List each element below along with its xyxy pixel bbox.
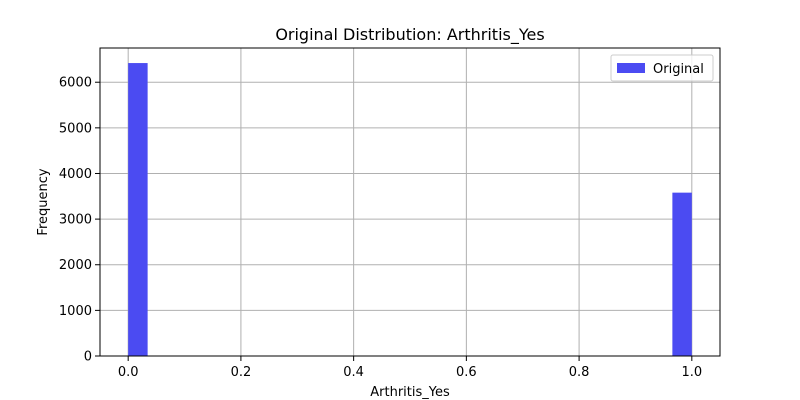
y-tick-label: 0 bbox=[84, 350, 92, 365]
x-tick-label: 0.0 bbox=[118, 365, 139, 380]
y-tick-label: 6000 bbox=[59, 76, 92, 91]
y-axis-label: Frequency bbox=[36, 168, 51, 235]
y-tick-label: 4000 bbox=[59, 167, 92, 182]
x-tick-label: 0.2 bbox=[231, 365, 252, 380]
y-tick-label: 3000 bbox=[59, 213, 92, 228]
bars-layer bbox=[128, 63, 692, 357]
legend: Original bbox=[610, 54, 714, 82]
x-axis-label: Arthritis_Yes bbox=[370, 385, 450, 400]
x-tick-label: 0.4 bbox=[343, 365, 364, 380]
chart-title: Original Distribution: Arthritis_Yes bbox=[275, 25, 544, 45]
plot-area-frame bbox=[99, 47, 721, 357]
grid-layer bbox=[100, 48, 720, 357]
ticks-layer: 0.0 0.2 0.4 0.6 0.8 1.0 0 1000 2000 3000 4000 5000 6… bbox=[59, 76, 702, 380]
y-tick-label: 5000 bbox=[59, 121, 92, 136]
histogram-bar bbox=[672, 192, 692, 356]
legend-swatch-original bbox=[617, 63, 645, 73]
legend-label-original: Original bbox=[653, 62, 704, 77]
x-tick-label: 0.8 bbox=[569, 365, 590, 380]
histogram-bar bbox=[128, 63, 148, 357]
x-tick-label: 1.0 bbox=[681, 365, 702, 380]
y-tick-label: 1000 bbox=[59, 304, 92, 319]
x-tick-label: 0.6 bbox=[456, 365, 477, 380]
y-tick-label: 2000 bbox=[59, 258, 92, 273]
legend-box bbox=[610, 54, 714, 82]
